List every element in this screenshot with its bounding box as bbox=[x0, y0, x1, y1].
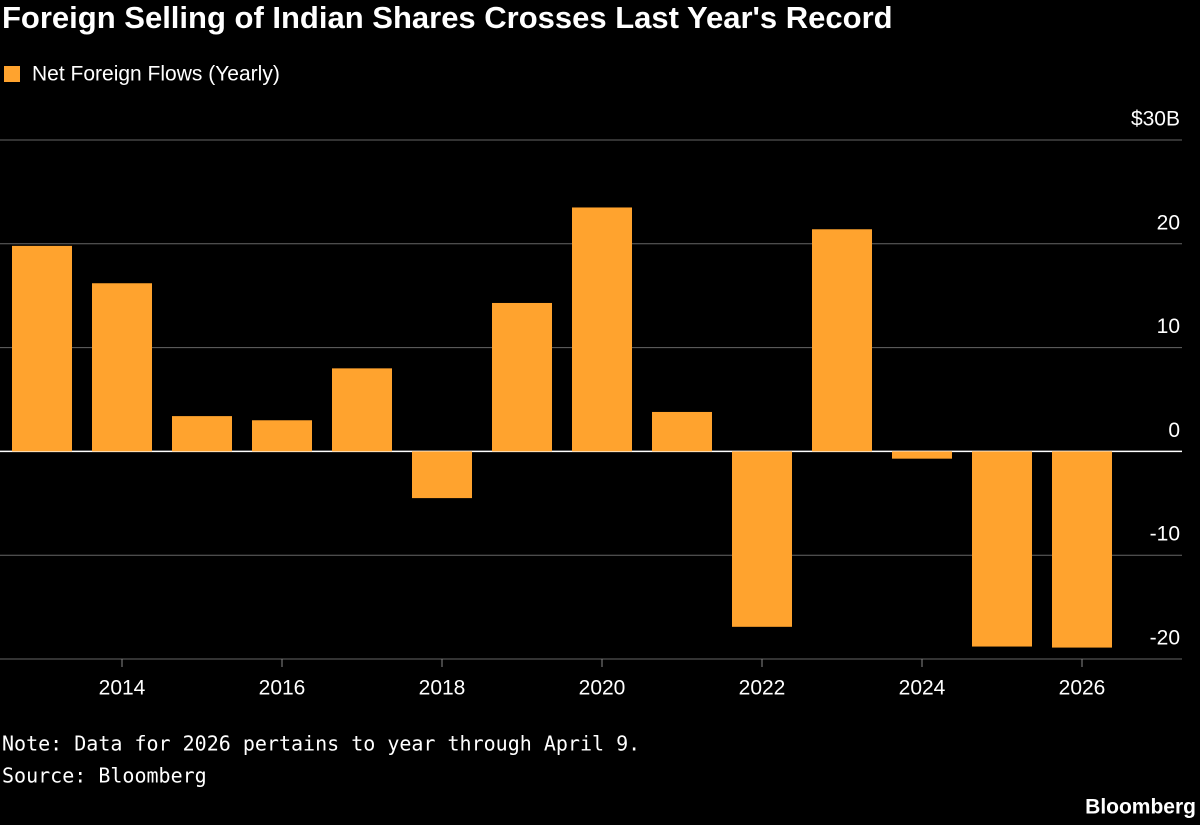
x-tick-label: 2020 bbox=[579, 677, 626, 700]
y-tick-label: 20 bbox=[1157, 211, 1180, 234]
y-tick-label: 10 bbox=[1157, 315, 1180, 338]
bar bbox=[892, 451, 952, 459]
x-tick-label: 2018 bbox=[419, 677, 466, 700]
chart-title: Foreign Selling of Indian Shares Crosses… bbox=[2, 0, 893, 35]
bar bbox=[812, 229, 872, 452]
y-tick-label: -10 bbox=[1150, 523, 1180, 546]
bar bbox=[572, 207, 632, 452]
bar bbox=[172, 416, 232, 452]
bar bbox=[492, 302, 552, 452]
x-tick-label: 2026 bbox=[1059, 677, 1106, 700]
x-tick-label: 2022 bbox=[739, 677, 786, 700]
note: Note: Data for 2026 pertains to year thr… bbox=[2, 732, 640, 756]
bar bbox=[92, 283, 152, 452]
brand: Bloomberg bbox=[1085, 796, 1196, 819]
legend-label: Net Foreign Flows (Yearly) bbox=[32, 63, 280, 86]
source: Source: Bloomberg bbox=[2, 764, 207, 788]
x-tick-label: 2024 bbox=[899, 677, 946, 700]
y-tick-label: -20 bbox=[1150, 627, 1180, 650]
x-tick-label: 2014 bbox=[99, 677, 146, 700]
bar bbox=[412, 451, 472, 499]
y-tick-label: $30B bbox=[1131, 108, 1180, 131]
bar bbox=[732, 451, 792, 627]
x-tick-label: 2016 bbox=[259, 677, 306, 700]
y-tick-label: 0 bbox=[1168, 419, 1180, 442]
bar bbox=[972, 451, 1032, 647]
bar bbox=[652, 411, 712, 452]
legend-swatch bbox=[4, 66, 20, 82]
bar bbox=[12, 245, 72, 452]
bar bbox=[332, 368, 392, 452]
bar bbox=[252, 420, 312, 452]
bar bbox=[1052, 451, 1112, 648]
